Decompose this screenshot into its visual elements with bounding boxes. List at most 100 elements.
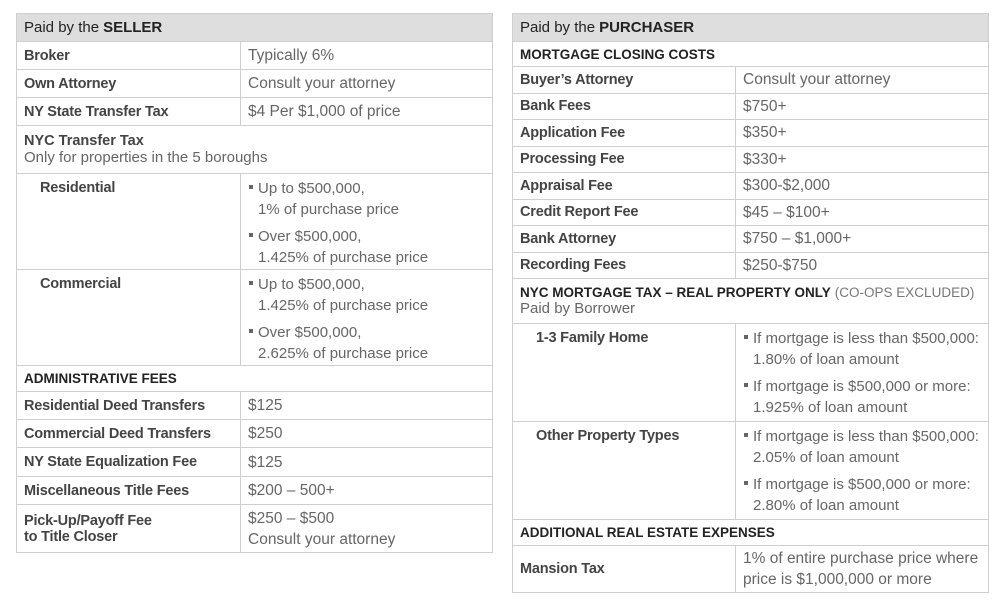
fee-value: $125 <box>241 448 492 476</box>
bullet-line: If mortgage is less than $500,000: <box>753 428 979 445</box>
fee-value-line: $200 – 500+ <box>248 482 335 499</box>
fee-row: Application Fee $350+ <box>513 119 988 146</box>
fee-value-line: $250 <box>248 425 283 442</box>
fee-label-line: Bank Attorney <box>520 230 616 247</box>
fee-value-line: $750 – $1,000+ <box>743 230 852 248</box>
bullet: If mortgage is less than $500,000: 1.80% … <box>743 328 981 370</box>
fee-label-line: Miscellaneous Title Fees <box>24 482 189 499</box>
tax-item: 1-3 Family Home If mortgage is less than … <box>513 323 988 421</box>
item-label-text: Residential <box>40 180 116 196</box>
bullet-line: If mortgage is less than $500,000: <box>753 330 979 347</box>
fee-label-line: Buyer’s Attorney <box>520 71 634 88</box>
bullet-line: If mortgage is $500,000 or more: <box>753 378 971 395</box>
block-note: Paid by Borrower <box>520 300 636 317</box>
fee-value: $750+ <box>736 94 988 120</box>
bullet-line: 2.05% of loan amount <box>753 449 899 466</box>
block-title-text: NYC MORTGAGE TAX – REAL PROPERTY ONLY (CO… <box>520 285 975 300</box>
fee-value-line: $330+ <box>743 150 787 168</box>
fee-row: Processing Fee $330+ <box>513 145 988 173</box>
fee-row: Commercial Deed Transfers $250 <box>17 419 492 447</box>
fee-value: $750 – $1,000+ <box>736 226 988 252</box>
fee-label: Recording Fees <box>513 252 736 278</box>
fee-value: $250 – $500 Consult your attorney <box>241 505 492 552</box>
header-prefix: Paid by the <box>24 19 100 36</box>
fee-value-line: $250 – $500 <box>248 509 335 527</box>
fee-label-line: Appraisal Fee <box>520 177 613 194</box>
fee-value-line: $4 Per $1,000 of price <box>248 103 401 120</box>
fee-value: $300-$2,000 <box>736 173 988 199</box>
item-label: Other Property Types <box>513 422 736 519</box>
fee-row: Mansion Tax 1% of entire purchase price w… <box>513 545 988 592</box>
bullet-line: 1.425% of purchase price <box>258 297 429 314</box>
fee-row: Bank Fees $750+ <box>513 92 988 120</box>
fee-label: Processing Fee <box>513 146 736 172</box>
table-header: Paid by the SELLER <box>17 14 492 41</box>
fee-value-line: $300-$2,000 <box>743 177 831 195</box>
bullet-line: Over $500,000, <box>258 228 362 245</box>
fee-row: NY State Transfer Tax $4 Per $1,000 of pr… <box>17 97 492 125</box>
bullet-line: 2.625% of purchase price <box>258 345 429 362</box>
fee-label: Application Fee <box>513 120 736 146</box>
fee-row: Credit Report Fee $45 – $100+ <box>513 198 988 226</box>
fee-label-line: Mansion Tax <box>520 561 605 577</box>
section-title-text: ADDITIONAL REAL ESTATE EXPENSES <box>520 525 775 540</box>
item-bullets: If mortgage is less than $500,000: 1.80% … <box>736 324 988 421</box>
fee-label-line: Own Attorney <box>24 75 117 92</box>
fee-label-line: Processing Fee <box>520 151 625 168</box>
bullet-line: Up to $500,000, <box>258 180 365 197</box>
fee-value: $45 – $100+ <box>736 200 988 226</box>
bullet-line: If mortgage is $500,000 or more: <box>753 476 971 493</box>
bullet-line: Over $500,000, <box>258 324 362 341</box>
fee-label-line: to Title Closer <box>24 528 118 545</box>
block-note: Only for properties in the 5 boroughs <box>24 149 268 166</box>
bullet: Up to $500,000, 1% of purchase price <box>248 178 485 220</box>
bullet-line: 1% of purchase price <box>258 201 399 218</box>
fee-value-line: 1% of entire purchase price where <box>743 550 979 567</box>
tax-item: Other Property Types If mortgage is less … <box>513 421 988 519</box>
item-label: 1-3 Family Home <box>513 324 736 421</box>
section-title-text: MORTGAGE CLOSING COSTS <box>520 46 716 62</box>
item-bullets: If mortgage is less than $500,000: 2.05% … <box>736 422 988 519</box>
fee-value-line: Consult your attorney <box>248 75 396 92</box>
fee-value-line: Consult your attorney <box>743 71 891 89</box>
fee-value: $350+ <box>736 120 988 146</box>
header-party: PURCHASER <box>599 19 695 36</box>
fee-label: Credit Report Fee <box>513 199 736 225</box>
fee-value: 1% of entire purchase price where price i… <box>736 546 988 592</box>
fee-label-line: Bank Fees <box>520 98 591 115</box>
table-header: Paid by the PURCHASER <box>513 14 988 41</box>
fee-value-line: $350+ <box>743 124 787 142</box>
fee-label-line: Residential Deed Transfers <box>24 397 205 414</box>
bullet: Over $500,000, 1.425% of purchase price <box>248 226 485 268</box>
item-label: Residential <box>17 174 241 269</box>
fee-value: Consult your attorney <box>736 67 988 93</box>
fee-row: Broker Typically 6% <box>17 41 492 69</box>
block-title: NYC MORTGAGE TAX – REAL PROPERTY ONLY (CO… <box>513 278 988 323</box>
section-title: ADDITIONAL REAL ESTATE EXPENSES <box>513 519 988 545</box>
fee-value: $4 Per $1,000 of price <box>241 98 492 125</box>
item-label-text: Commercial <box>40 276 122 292</box>
fee-row: Recording Fees $250-$750 <box>513 251 988 278</box>
header-prefix: Paid by the <box>520 19 596 36</box>
fee-value: $125 <box>241 392 492 419</box>
fee-value: Typically 6% <box>241 42 492 69</box>
fee-value: Consult your attorney <box>241 70 492 97</box>
fee-value: $250 <box>241 420 492 447</box>
fee-value-line: Consult your attorney <box>248 530 396 548</box>
fee-label: NY State Transfer Tax <box>17 98 241 125</box>
fee-label: Bank Attorney <box>513 226 736 252</box>
fee-value-line: Typically 6% <box>248 47 335 64</box>
fee-value-line: $750+ <box>743 97 787 115</box>
section-title: ADMINISTRATIVE FEES <box>17 365 492 391</box>
bullet-line: 1.925% of loan amount <box>753 399 908 416</box>
bullet: Over $500,000, 2.625% of purchase price <box>248 322 485 364</box>
bullet-line: 1.80% of loan amount <box>753 351 899 368</box>
fee-label: Own Attorney <box>17 70 241 97</box>
fee-row: Appraisal Fee $300-$2,000 <box>513 172 988 199</box>
header-party: SELLER <box>103 19 163 36</box>
bullet-line: 2.80% of loan amount <box>753 497 899 514</box>
fee-label-line: Pick-Up/Payoff Fee <box>24 512 152 529</box>
fee-label: Commercial Deed Transfers <box>17 420 241 447</box>
fee-value: $330+ <box>736 147 988 173</box>
fee-value-line: $125 <box>248 453 283 471</box>
